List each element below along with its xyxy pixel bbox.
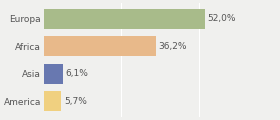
Bar bbox=[44, 36, 156, 56]
Text: 5,7%: 5,7% bbox=[64, 97, 87, 106]
Bar bbox=[44, 9, 205, 29]
Bar bbox=[44, 91, 61, 111]
Text: 52,0%: 52,0% bbox=[207, 14, 236, 23]
Text: 6,1%: 6,1% bbox=[65, 69, 88, 78]
Bar bbox=[44, 64, 62, 84]
Text: 36,2%: 36,2% bbox=[158, 42, 187, 51]
